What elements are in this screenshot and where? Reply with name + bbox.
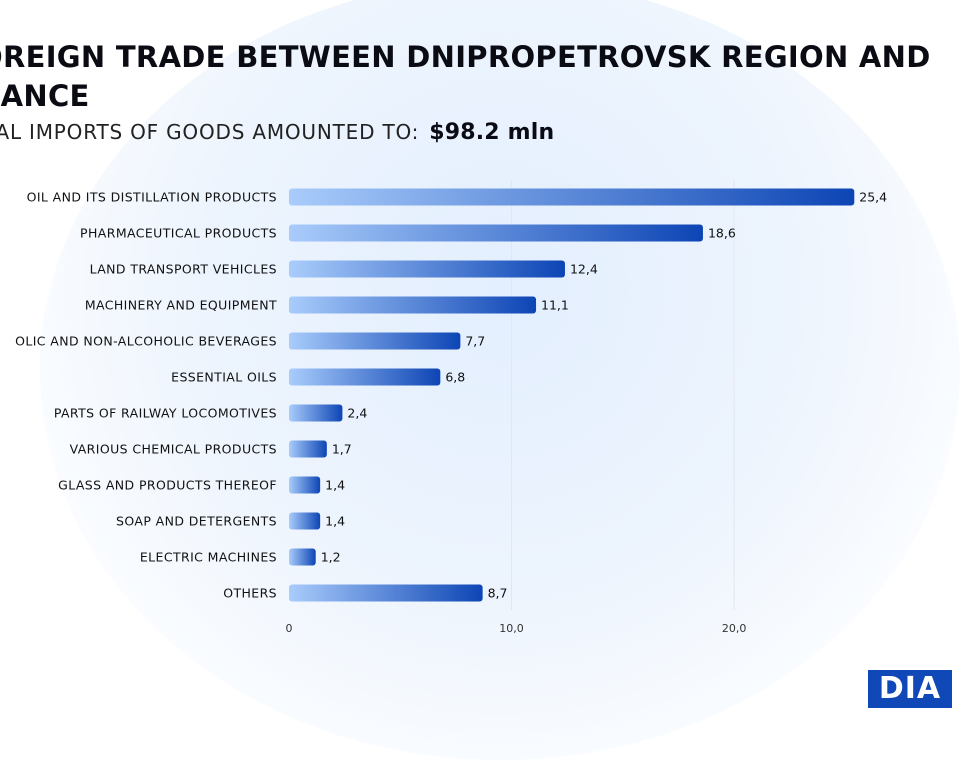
category-label: GLASS AND PRODUCTS THEREOF — [58, 478, 277, 493]
bar — [289, 512, 321, 530]
bar — [289, 584, 483, 602]
category-label: LAND TRANSPORT VEHICLES — [90, 262, 277, 277]
data-label: 12,4 — [570, 262, 598, 277]
x-tick-label: 10,0 — [499, 622, 524, 635]
bar — [289, 188, 855, 206]
category-label: ELECTRIC MACHINES — [140, 550, 277, 565]
data-label: 6,8 — [445, 370, 465, 385]
title-line-1: OREIGN TRADE BETWEEN DNIPROPETROVSK REGI… — [0, 40, 931, 74]
bar — [289, 476, 321, 494]
chart-subtitle: TAL IMPORTS OF GOODS AMOUNTED TO: $98.2 m… — [0, 120, 554, 145]
bar — [289, 440, 327, 458]
bar-chart: 0 10,0 20,0 OIL AND ITS DISTILLATION PRODUC… — [15, 180, 887, 635]
category-label: SOAP AND DETERGENTS — [116, 514, 277, 529]
dia-logo: DIA — [868, 666, 960, 712]
title-line-2: RANCE — [0, 79, 90, 113]
category-label: OTHERS — [223, 586, 277, 601]
category-label: PHARMACEUTICAL PRODUCTS — [80, 226, 277, 241]
bar — [289, 260, 565, 278]
data-label: 18,6 — [708, 226, 736, 241]
category-label: PARTS OF RAILWAY LOCOMOTIVES — [54, 406, 277, 421]
chart-title: OREIGN TRADE BETWEEN DNIPROPETROVSK REGI… — [0, 38, 958, 116]
subtitle-text: TAL IMPORTS OF GOODS AMOUNTED TO: — [0, 120, 420, 144]
data-label: 11,1 — [541, 298, 569, 313]
bar — [289, 296, 537, 314]
category-label: VARIOUS CHEMICAL PRODUCTS — [70, 442, 277, 457]
data-label: 1,2 — [321, 550, 341, 565]
data-label: 8,7 — [488, 586, 508, 601]
x-tick-label: 20,0 — [722, 622, 747, 635]
category-label: MACHINERY AND EQUIPMENT — [85, 298, 277, 313]
bar — [289, 224, 703, 242]
total-imports-value: $98.2 mln — [429, 120, 555, 145]
bar — [289, 404, 343, 422]
background-glow — [40, 0, 960, 760]
category-label: OLIC AND NON-ALCOHOLIC BEVERAGES — [15, 334, 277, 349]
data-label: 7,7 — [465, 334, 485, 349]
bar — [289, 332, 461, 350]
category-label: ESSENTIAL OILS — [171, 370, 277, 385]
category-label: OIL AND ITS DISTILLATION PRODUCTS — [27, 190, 277, 205]
data-label: 1,4 — [325, 478, 345, 493]
bar — [289, 548, 316, 566]
data-label: 25,4 — [859, 190, 887, 205]
x-tick-label: 0 — [286, 622, 293, 635]
data-label: 1,7 — [332, 442, 352, 457]
bar — [289, 368, 441, 386]
logo-text: DIA — [868, 670, 952, 708]
data-label: 2,4 — [347, 406, 367, 421]
data-label: 1,4 — [325, 514, 345, 529]
